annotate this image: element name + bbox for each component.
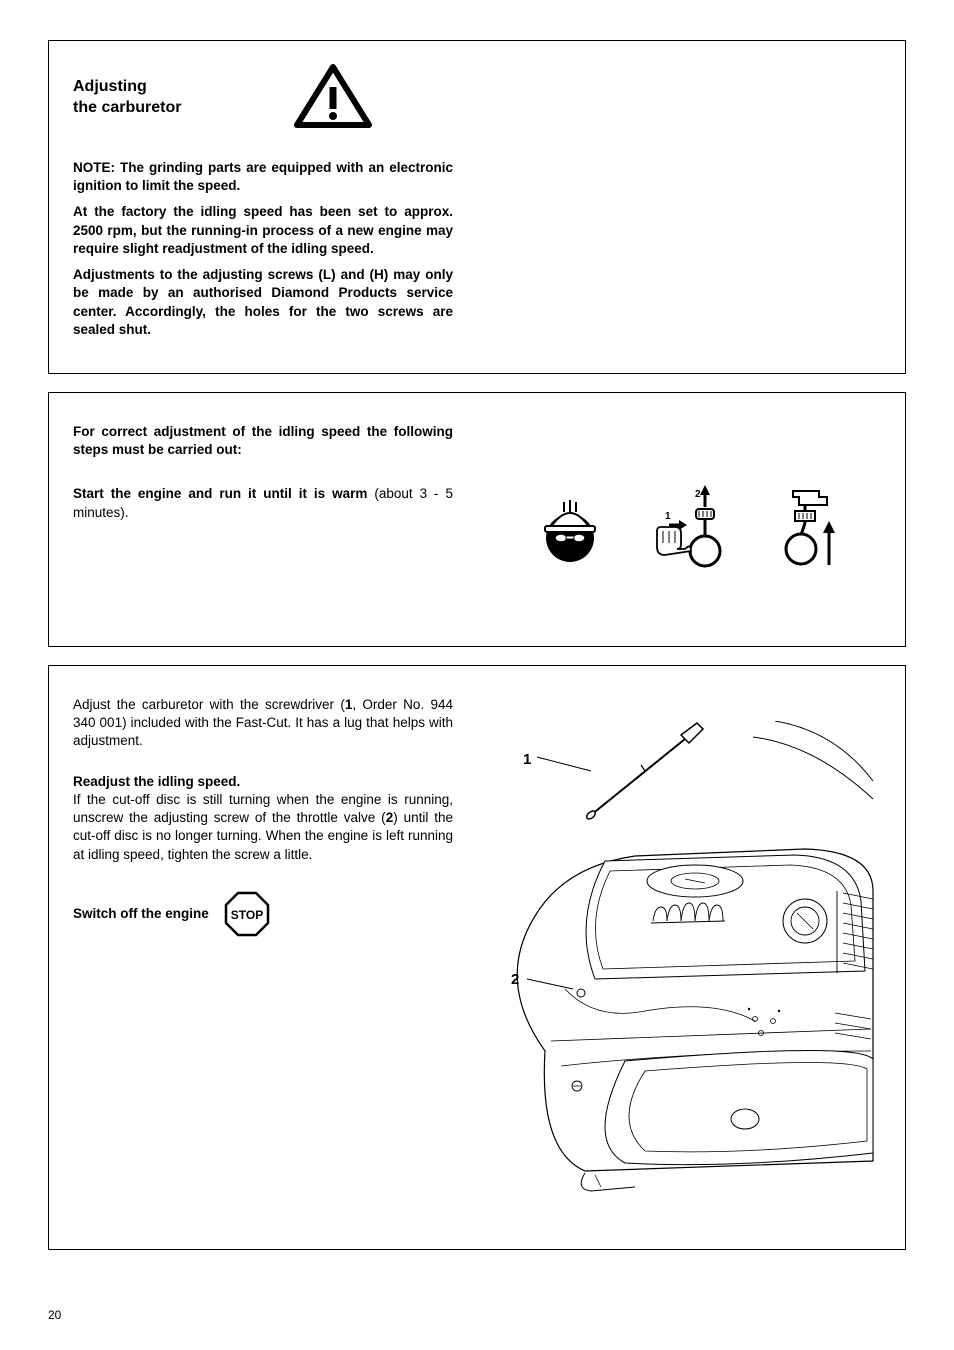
switch-off-text: Switch off the engine (73, 905, 209, 923)
section-adjusting-carburetor: Adjusting the carburetor NOTE: The grind… (48, 40, 906, 374)
section-adjust-carburetor: Adjust the carburetor with the screwdriv… (48, 665, 906, 1250)
stop-label: STOP (231, 908, 263, 922)
s2-intro: For correct adjustment of the idling spe… (73, 423, 453, 459)
s3-p1a: Adjust the carburetor with the screwdriv… (73, 697, 345, 712)
callout-1: 1 (523, 751, 531, 768)
icon-label-2: 2 (695, 489, 701, 500)
switch-off-row: Switch off the engine STOP (73, 890, 453, 938)
page-number: 20 (48, 1308, 61, 1322)
section-idling-steps: For correct adjustment of the idling spe… (48, 392, 906, 647)
s1-p2: Adjustments to the adjusting screws (L) … (73, 266, 453, 339)
section2-text: For correct adjustment of the idling spe… (73, 423, 453, 522)
section3-text: Adjust the carburetor with the screwdriv… (73, 696, 453, 938)
instruction-icons: 2 1 (539, 483, 845, 571)
title-line2: the carburetor (73, 99, 181, 116)
ppe-helmet-icon (539, 488, 601, 566)
section1-text: NOTE: The grinding parts are equipped wi… (73, 159, 453, 339)
stop-octagon-icon: STOP (223, 890, 271, 938)
section-title: Adjusting the carburetor (73, 77, 203, 119)
switch-push-icon (775, 483, 845, 571)
warning-triangle-icon (293, 63, 373, 133)
s3-p1: Adjust the carburetor with the screwdriv… (73, 696, 453, 751)
note-text: NOTE: The grinding parts are equipped wi… (73, 159, 453, 195)
s3-p2: If the cut-off disc is still turning whe… (73, 791, 453, 864)
callout-2: 2 (511, 971, 519, 988)
machine-diagram: 1 2 (495, 721, 875, 1201)
adjust-knob-icon: 2 1 (651, 483, 725, 571)
s3-readjust: Readjust the idling speed. (73, 773, 453, 791)
s1-p1: At the factory the idling speed has been… (73, 203, 453, 258)
s2-start: Start the engine and run it until it is … (73, 485, 453, 521)
fast-cut-machine-icon (495, 721, 875, 1201)
title-line1: Adjusting (73, 78, 147, 95)
s2-start-bold: Start the engine and run it until it is … (73, 486, 367, 501)
section1-header: Adjusting the carburetor (73, 63, 881, 133)
icon-label-1: 1 (665, 511, 671, 522)
